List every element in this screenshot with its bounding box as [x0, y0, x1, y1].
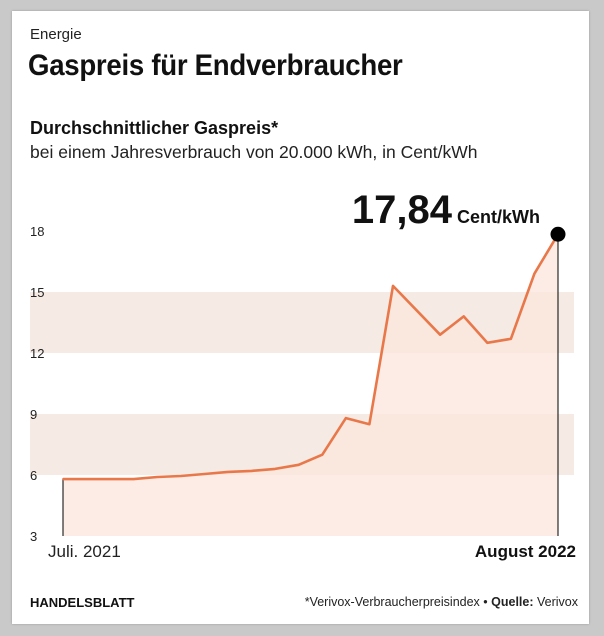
data-point [462, 315, 465, 318]
highlight-value: 17,84 [352, 188, 453, 232]
y-tick-label: 15 [30, 285, 44, 300]
chart-title: Gaspreis für Endverbraucher [28, 49, 403, 82]
data-point [321, 453, 324, 456]
kicker: Energie [30, 26, 82, 43]
source-label: Quelle: [491, 595, 534, 609]
data-point [368, 423, 371, 426]
y-tick-label: 12 [30, 346, 44, 361]
data-point [109, 478, 112, 481]
data-point [533, 272, 536, 275]
y-tick-label: 9 [30, 407, 37, 422]
end-point-dot [550, 226, 566, 242]
chart-card: Energie Gaspreis für Endverbraucher Durc… [12, 11, 589, 624]
data-point [274, 467, 277, 470]
data-point [297, 463, 300, 466]
data-point [392, 284, 394, 287]
data-points [62, 233, 559, 481]
publisher-logo-text: HANDELSBLATT [30, 595, 135, 610]
series-line [63, 233, 560, 481]
y-tick-label: 3 [30, 529, 37, 544]
chart-subtitle: Durchschnittlicher Gaspreis* [30, 118, 279, 138]
data-point [203, 472, 206, 475]
source-value: Verivox [537, 595, 578, 609]
data-point [415, 309, 418, 312]
data-point [132, 478, 135, 481]
data-point [156, 476, 159, 479]
y-tick-label: 18 [30, 224, 44, 239]
data-point [62, 478, 64, 481]
gas-price-chart: 3 6 9 12 15 18 17,84 Cent/kWh Juli. 2021 Augu… [30, 188, 576, 561]
data-point [344, 417, 347, 420]
data-point [439, 333, 442, 336]
x-axis-start-label: Juli. 2021 [48, 542, 121, 561]
x-axis-end-label: August 2022 [475, 542, 576, 561]
y-axis: 3 6 9 12 15 18 [30, 224, 44, 544]
area-fill [63, 234, 558, 537]
footnote: *Verivox-Verbraucherpreisindex [304, 595, 480, 609]
data-point [509, 337, 512, 340]
chart-description: bei einem Jahresverbrauch von 20.000 kWh… [30, 142, 478, 162]
source-note: *Verivox-Verbraucherpreisindex • Quelle:… [304, 595, 578, 609]
data-point [179, 475, 182, 478]
data-point [85, 478, 88, 481]
data-point [227, 470, 229, 473]
highlight-unit: Cent/kWh [457, 207, 540, 227]
y-tick-label: 6 [30, 468, 37, 483]
data-point [250, 469, 253, 472]
data-point [486, 341, 489, 344]
